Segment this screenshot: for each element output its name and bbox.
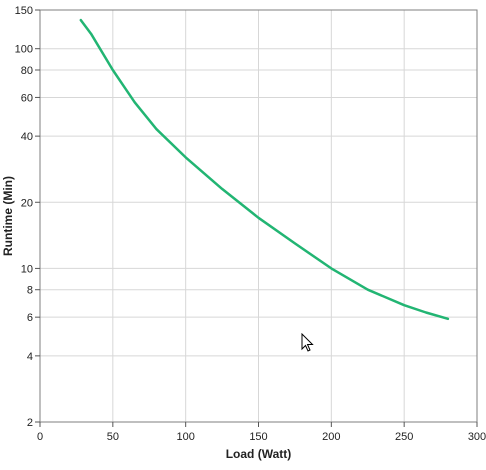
grid-layer <box>39 9 478 423</box>
x-tick-label: 0 <box>37 431 43 443</box>
tick-layer: 0 50 100 150 200 250 300 2 4 6 8 10 20 40 60 80 100 150 <box>15 5 486 443</box>
y-tick-label: 20 <box>21 197 33 209</box>
y-tick-label: 80 <box>21 65 33 77</box>
x-tick-label: 150 <box>249 431 267 443</box>
y-tick-label: 6 <box>27 312 33 324</box>
mouse-pointer-icon <box>301 332 315 353</box>
y-tick-label: 40 <box>21 131 33 143</box>
series-layer <box>79 18 450 321</box>
x-axis-title: Load (Watt) <box>226 447 292 461</box>
y-tick-label: 4 <box>27 351 33 363</box>
y-tick-label: 8 <box>27 285 33 297</box>
y-tick-label: 100 <box>15 44 33 56</box>
y-tick-label: 150 <box>15 5 33 17</box>
y-tick-label: 2 <box>27 417 33 429</box>
x-tick-label: 250 <box>395 431 413 443</box>
y-tick-label: 60 <box>21 92 33 104</box>
x-tick-label: 50 <box>107 431 119 443</box>
x-tick-label: 100 <box>176 431 194 443</box>
x-tick-label: 300 <box>468 431 486 443</box>
y-axis-title: Runtime (Min) <box>1 176 15 256</box>
y-tick-label: 10 <box>21 263 33 275</box>
x-tick-label: 200 <box>322 431 340 443</box>
series-line-0 <box>79 18 450 321</box>
